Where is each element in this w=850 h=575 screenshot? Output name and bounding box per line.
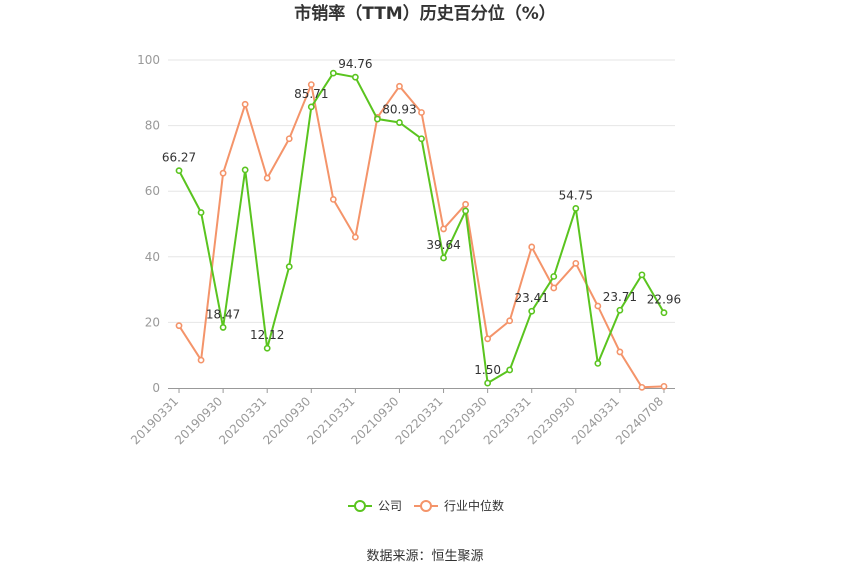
data-point: [219, 324, 227, 331]
data-label: 23.71: [603, 290, 637, 304]
data-point: [660, 309, 668, 317]
data-point: [241, 100, 249, 108]
data-label: 1.50: [474, 363, 501, 377]
data-point: [418, 109, 425, 116]
data-point: [440, 225, 447, 233]
data-point: [484, 379, 492, 387]
data-point: [241, 166, 249, 174]
data-label: 54.75: [559, 188, 593, 202]
data-point: [307, 103, 315, 111]
y-tick-label: 0: [152, 381, 160, 395]
grid: [168, 59, 675, 323]
legend-label: 公司: [378, 499, 402, 513]
data-point: [263, 174, 271, 182]
data-label: 22.96: [647, 293, 681, 307]
data-label: 66.27: [162, 151, 196, 165]
data-label: 94.76: [338, 57, 372, 71]
data-label: 85.71: [294, 87, 328, 101]
data-point: [418, 135, 425, 143]
data-point: [462, 207, 469, 215]
data-point: [572, 205, 580, 212]
data-point: [197, 209, 205, 216]
data-point: [616, 306, 624, 314]
data-point: [285, 135, 293, 143]
data-point: [351, 233, 359, 241]
data-point: [197, 356, 205, 364]
data-point: [396, 82, 403, 90]
legend-marker: [354, 500, 366, 512]
data-point: [440, 254, 447, 262]
y-tick-label: 80: [145, 119, 160, 133]
x-axis-ticks: 2019033120190930202003312020093020210331…: [128, 388, 666, 447]
data-point: [263, 344, 271, 352]
legend-label: 行业中位数: [444, 498, 504, 513]
x-tick-label: 20240708: [613, 394, 666, 447]
legend: 公司 行业中位数: [348, 498, 504, 513]
y-axis-ticks: 0 20 40 60 80 100: [137, 53, 160, 395]
data-point: [506, 366, 514, 374]
data-point: [528, 243, 536, 251]
legend-marker: [420, 500, 432, 512]
data-point: [374, 115, 381, 123]
data-point: [484, 335, 492, 343]
data-point: [638, 271, 646, 279]
data-point: [175, 322, 183, 330]
data-point: [572, 259, 580, 267]
data-label: 12.12: [250, 328, 284, 342]
data-point: [285, 263, 293, 271]
series-group: [175, 69, 668, 391]
data-point: [175, 167, 183, 175]
data-point: [616, 348, 624, 356]
data-label: 18.47: [206, 307, 240, 321]
data-point: [528, 307, 536, 315]
data-point: [550, 284, 558, 292]
y-tick-label: 20: [145, 315, 160, 329]
data-point: [550, 273, 558, 280]
data-point: [506, 317, 514, 325]
data-point: [594, 359, 602, 367]
data-point: [329, 69, 337, 77]
data-point: [396, 119, 403, 126]
data-label: 39.64: [426, 238, 460, 252]
data-point: [351, 73, 359, 81]
y-tick-label: 100: [137, 53, 160, 67]
y-tick-label: 60: [145, 184, 160, 198]
data-point: [462, 200, 469, 208]
data-label: 80.93: [382, 103, 416, 117]
data-label: 23.41: [515, 291, 549, 305]
data-point: [307, 81, 315, 88]
source-note: 数据来源：恒生聚源: [366, 549, 483, 564]
chart-title: 市销率（TTM）历史百分位（%）: [294, 3, 556, 24]
data-point: [594, 302, 602, 310]
data-point: [219, 169, 227, 177]
data-point: [660, 382, 668, 390]
data-labels: 66.27 18.47 12.12 85.71 94.76 80.93 39.64 1.50 2…: [162, 57, 681, 377]
data-point: [638, 383, 646, 391]
data-point: [329, 195, 337, 203]
y-tick-label: 40: [145, 250, 160, 264]
